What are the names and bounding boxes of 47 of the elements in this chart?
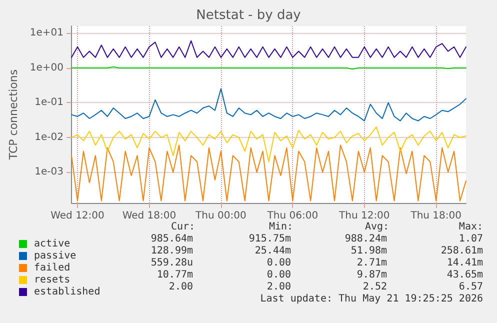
text: 985.64m: [150, 234, 194, 244]
y-axis-title: TCP connections: [7, 69, 20, 161]
x-tick-label: Wed 18:00: [122, 210, 176, 222]
text: Avg:: [364, 222, 390, 232]
line-series: [71, 126, 466, 162]
chart-title: Netstat - by day: [196, 8, 302, 23]
text: 2.71m: [356, 258, 388, 268]
line-series: [71, 40, 466, 58]
text: 0.00: [266, 270, 292, 280]
x-tick-label: Thu 18:00: [410, 210, 462, 222]
text: 2.52: [362, 282, 388, 292]
text: 258.61m: [440, 246, 484, 256]
legend-label: established: [34, 286, 100, 298]
legend-label: failed: [34, 262, 70, 274]
text: 0.00: [266, 258, 292, 268]
legend-label: active: [34, 238, 70, 250]
x-tick-label: Wed 12:00: [50, 210, 104, 222]
line-series: [71, 144, 466, 202]
text: 25.44m: [254, 246, 291, 256]
text: 915.75m: [248, 234, 292, 244]
line-series: [71, 88, 466, 122]
text: 10.77m: [156, 270, 193, 280]
text: Cur:: [170, 222, 196, 232]
y-tick-label: 1e+01: [30, 28, 64, 39]
text: 51.98m: [350, 246, 387, 256]
y-tick-label: 1e-01: [34, 97, 64, 108]
text: 43.65m: [446, 270, 483, 280]
text: 1.07: [458, 234, 484, 244]
y-tick-label: 1e+00: [30, 62, 64, 74]
text: 988.24m: [344, 234, 388, 244]
text: 14.41m: [446, 258, 483, 268]
text: 9.87m: [356, 270, 388, 280]
x-tick-label: Thu 12:00: [338, 210, 390, 222]
y-tick-label: 1e-03: [34, 166, 64, 178]
x-tick-label: Thu 00:00: [194, 210, 246, 222]
text: 6.57: [458, 282, 484, 292]
text: 2.00: [168, 282, 194, 292]
text: Min:: [268, 222, 294, 232]
text: 2.00: [266, 282, 292, 292]
text: Last update: Thu May 21 19:25:25 2026: [260, 294, 484, 304]
text: Max:: [458, 222, 484, 232]
x-tick-label: Thu 06:00: [266, 210, 318, 222]
text: 128.99m: [150, 246, 194, 256]
legend-label: passive: [34, 250, 76, 262]
text: 559.28u: [150, 258, 194, 268]
y-tick-label: 1e-02: [34, 132, 64, 143]
legend-label: resets: [34, 274, 70, 286]
